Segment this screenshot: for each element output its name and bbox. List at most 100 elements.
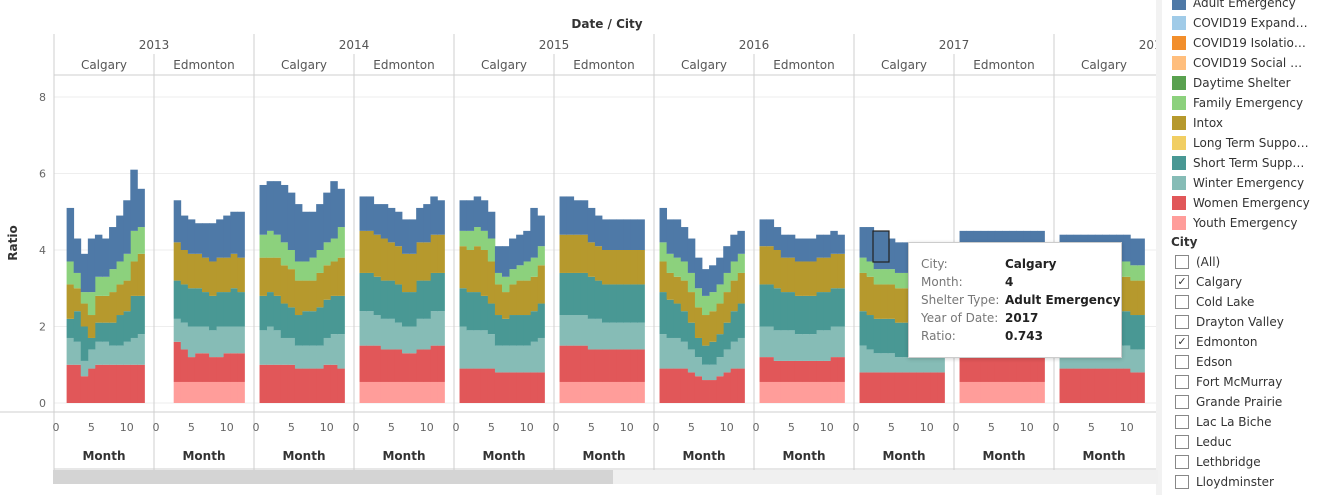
area-segment-winter-emergency[interactable] [694, 357, 703, 377]
area-segment-youth-emergency[interactable] [1016, 381, 1024, 403]
area-segment-women-emergency[interactable] [216, 357, 224, 382]
area-segment-youth-emergency[interactable] [609, 381, 617, 403]
area-segment-youth-emergency[interactable] [787, 381, 796, 403]
area-segment-intox[interactable] [409, 253, 417, 293]
area-segment-women-emergency[interactable] [794, 360, 803, 382]
area-segment-women-emergency[interactable] [294, 368, 303, 403]
area-segment-youth-emergency[interactable] [394, 381, 403, 403]
area-segment-youth-emergency[interactable] [809, 381, 817, 403]
area-segment-short-term-suppor[interactable] [780, 292, 789, 331]
area-segment-women-emergency[interactable] [394, 349, 403, 382]
area-segment-winter-emergency[interactable] [323, 337, 331, 365]
checkbox-unchecked-icon[interactable] [1175, 435, 1189, 449]
area-segment-adult-emergency[interactable] [423, 204, 431, 243]
area-segment-adult-emergency[interactable] [823, 234, 831, 258]
area-segment-women-emergency[interactable] [666, 368, 675, 403]
area-segment-family-emergency[interactable] [116, 261, 124, 285]
area-segment-women-emergency[interactable] [1102, 368, 1110, 403]
area-segment-women-emergency[interactable] [573, 345, 582, 382]
area-segment-short-term-suppor[interactable] [323, 299, 331, 338]
area-segment-short-term-suppor[interactable] [359, 272, 368, 312]
area-segment-winter-emergency[interactable] [1137, 349, 1145, 373]
area-segment-family-emergency[interactable] [687, 272, 696, 293]
area-segment-short-term-suppor[interactable] [666, 299, 675, 338]
area-segment-adult-emergency[interactable] [280, 184, 289, 243]
area-segment-adult-emergency[interactable] [802, 238, 810, 262]
area-segment-short-term-suppor[interactable] [466, 292, 475, 331]
area-segment-winter-emergency[interactable] [259, 330, 268, 365]
area-segment-winter-emergency[interactable] [766, 326, 775, 358]
area-segment-short-term-suppor[interactable] [266, 292, 275, 327]
area-segment-women-emergency[interactable] [1066, 368, 1075, 403]
area-segment-short-term-suppor[interactable] [73, 311, 82, 342]
area-segment-adult-emergency[interactable] [630, 219, 638, 250]
area-segment-winter-emergency[interactable] [102, 341, 110, 365]
area-segment-adult-emergency[interactable] [116, 215, 124, 262]
checkbox-unchecked-icon[interactable] [1175, 355, 1189, 369]
area-segment-youth-emergency[interactable] [616, 381, 624, 403]
area-segment-short-term-suppor[interactable] [866, 315, 875, 350]
area-segment-women-emergency[interactable] [587, 349, 596, 382]
area-segment-intox[interactable] [73, 288, 82, 312]
area-segment-winter-emergency[interactable] [330, 334, 338, 365]
city-filter-option[interactable]: Lethbridge [1175, 453, 1261, 471]
area-segment-women-emergency[interactable] [109, 364, 117, 403]
area-segment-women-emergency[interactable] [694, 376, 703, 403]
checkbox-checked-icon[interactable]: ✓ [1175, 335, 1189, 349]
area-segment-intox[interactable] [1137, 280, 1145, 316]
area-segment-women-emergency[interactable] [230, 353, 238, 382]
area-segment-adult-emergency[interactable] [430, 196, 438, 235]
area-segment-youth-emergency[interactable] [402, 381, 410, 403]
area-segment-winter-emergency[interactable] [916, 357, 924, 373]
hover-highlight-mark[interactable] [872, 230, 890, 263]
area-segment-family-emergency[interactable] [102, 276, 110, 296]
area-segment-winter-emergency[interactable] [202, 326, 210, 354]
area-segment-intox[interactable] [616, 250, 624, 285]
area-segment-adult-emergency[interactable] [887, 238, 896, 270]
area-segment-winter-emergency[interactable] [887, 353, 896, 373]
area-segment-youth-emergency[interactable] [630, 381, 638, 403]
area-segment-women-emergency[interactable] [480, 368, 489, 403]
city-filter-option[interactable]: Cold Lake [1175, 293, 1254, 311]
area-segment-intox[interactable] [123, 280, 131, 312]
area-segment-adult-emergency[interactable] [266, 181, 275, 231]
area-segment-short-term-suppor[interactable] [94, 322, 103, 342]
area-segment-winter-emergency[interactable] [630, 322, 638, 350]
area-segment-adult-emergency[interactable] [480, 200, 489, 231]
area-segment-adult-emergency[interactable] [187, 219, 196, 254]
area-segment-winter-emergency[interactable] [337, 334, 345, 369]
legend-item[interactable]: Intox [1172, 114, 1311, 132]
area-segment-short-term-suppor[interactable] [702, 345, 710, 365]
area-segment-short-term-suppor[interactable] [437, 272, 445, 312]
area-segment-intox[interactable] [316, 272, 324, 308]
area-segment-family-emergency[interactable] [894, 272, 903, 289]
area-segment-women-emergency[interactable] [323, 364, 331, 403]
legend-item[interactable]: Youth Emergency [1172, 214, 1311, 232]
area-segment-intox[interactable] [330, 261, 338, 296]
area-segment-women-emergency[interactable] [1059, 368, 1068, 403]
area-segment-winter-emergency[interactable] [409, 326, 417, 354]
area-segment-family-emergency[interactable] [330, 238, 338, 262]
area-segment-short-term-suppor[interactable] [66, 318, 75, 338]
area-segment-adult-emergency[interactable] [487, 211, 496, 239]
checkbox-unchecked-icon[interactable] [1175, 375, 1189, 389]
area-segment-intox[interactable] [380, 238, 389, 281]
area-segment-short-term-suppor[interactable] [730, 311, 738, 342]
area-segment-intox[interactable] [1130, 280, 1138, 316]
area-segment-women-emergency[interactable] [80, 376, 89, 403]
area-segment-women-emergency[interactable] [802, 360, 810, 382]
area-segment-adult-emergency[interactable] [537, 215, 545, 247]
area-segment-short-term-suppor[interactable] [187, 288, 196, 327]
area-segment-winter-emergency[interactable] [302, 345, 310, 369]
area-segment-women-emergency[interactable] [930, 372, 938, 403]
area-segment-winter-emergency[interactable] [573, 315, 582, 346]
area-segment-adult-emergency[interactable] [566, 196, 575, 235]
area-segment-short-term-suppor[interactable] [173, 280, 182, 319]
area-segment-intox[interactable] [866, 276, 875, 316]
area-segment-adult-emergency[interactable] [180, 215, 189, 250]
area-segment-intox[interactable] [580, 234, 589, 273]
area-segment-intox[interactable] [680, 280, 689, 312]
area-segment-winter-emergency[interactable] [587, 318, 596, 350]
area-segment-winter-emergency[interactable] [473, 330, 482, 369]
area-segment-short-term-suppor[interactable] [337, 295, 345, 335]
